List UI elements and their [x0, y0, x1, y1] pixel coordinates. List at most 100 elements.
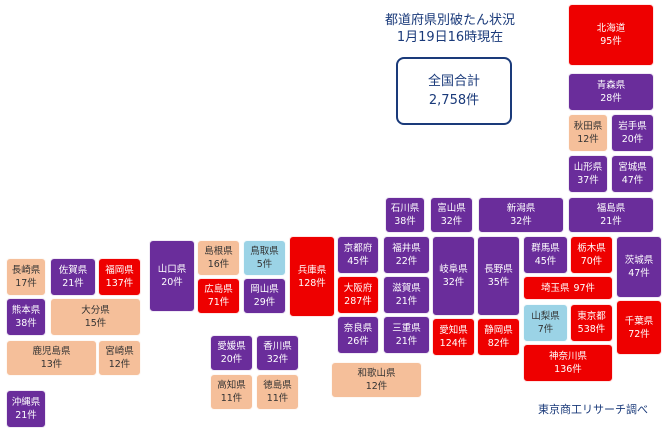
prefecture-count: 12件: [365, 381, 388, 392]
prefecture-shiga: 滋賀県 21件: [383, 276, 430, 314]
prefecture-count: 26件: [347, 336, 369, 347]
prefecture-name: 北海道: [596, 23, 626, 34]
prefecture-name: 滋賀県: [392, 283, 421, 294]
prefecture-nagano: 長野県 35件: [477, 236, 520, 316]
prefecture-name: 広島県: [204, 284, 233, 295]
prefecture-akita: 秋田県 12件: [568, 114, 608, 152]
prefecture-name: 鹿児島県: [32, 346, 71, 357]
prefecture-count: 38件: [15, 318, 37, 329]
prefecture-miyagi: 宮城県 47件: [611, 155, 654, 193]
title-line-1: 都道府県別破たん状況: [384, 13, 515, 28]
prefecture-tokushima: 徳島県 11件: [256, 374, 299, 410]
prefecture-name: 千葉県: [624, 315, 654, 327]
prefecture-fukuoka: 福岡県 137件: [98, 258, 141, 296]
prefecture-name: 岡山県: [250, 284, 279, 295]
prefecture-count: 47件: [621, 175, 644, 186]
prefecture-saitama: 埼玉県 97件: [523, 276, 613, 300]
prefecture-name: 大阪府: [343, 283, 373, 294]
prefecture-niigata: 新潟県 32件: [478, 197, 564, 233]
prefecture-name: 青森県: [596, 80, 626, 91]
prefecture-name: 神奈川県: [548, 351, 587, 362]
prefecture-kumamoto: 熊本県 38件: [6, 298, 46, 336]
prefecture-count: 538件: [577, 324, 606, 335]
prefecture-tochigi: 栃木県 70件: [570, 236, 613, 274]
prefecture-shimane: 島根県 16件: [197, 240, 240, 276]
prefecture-name: 新潟県: [506, 203, 536, 214]
prefecture-kagoshima: 鹿児島県 13件: [6, 340, 97, 376]
prefecture-count: 95件: [600, 36, 622, 47]
prefecture-count: 37件: [577, 175, 599, 186]
prefecture-iwate: 岩手県 20件: [611, 114, 654, 152]
prefecture-yamanashi: 山梨県 7件: [523, 304, 568, 342]
prefecture-saga: 佐賀県 21件: [50, 258, 96, 296]
prefecture-fukushima: 福島県 21件: [568, 197, 654, 233]
prefecture-count: 15件: [84, 318, 107, 329]
prefecture-count: 17件: [15, 278, 37, 289]
prefecture-count: 20件: [621, 134, 644, 145]
prefecture-name: 徳島県: [263, 380, 292, 391]
prefecture-name: 秋田県: [573, 121, 603, 132]
source-note: 東京商工リサーチ調べ: [538, 403, 648, 416]
prefecture-name: 島根県: [204, 246, 233, 257]
prefecture-count: 32件: [510, 216, 532, 227]
prefecture-yamagata: 山形県 37件: [568, 155, 608, 193]
prefecture-hiroshima: 広島県 71件: [197, 278, 240, 314]
prefecture-gunma: 群馬県 45件: [523, 236, 568, 274]
prefecture-count: 137件: [105, 278, 134, 289]
prefecture-mie: 三重県 21件: [383, 316, 430, 354]
prefecture-nagasaki: 長崎県 17件: [6, 258, 46, 296]
prefecture-gifu: 岐阜県 32件: [432, 236, 475, 316]
prefecture-count: 11件: [220, 393, 243, 404]
prefecture-count: 20件: [220, 354, 243, 365]
prefecture-count: 287件: [344, 296, 372, 307]
prefecture-okayama: 岡山県 29件: [243, 278, 286, 314]
prefecture-count: 29件: [253, 297, 276, 308]
prefecture-tokyo: 東京都 538件: [570, 304, 613, 342]
prefecture-count: 11件: [266, 393, 289, 404]
prefecture-name: 愛媛県: [217, 341, 246, 352]
prefecture-count: 82件: [487, 338, 510, 349]
prefecture-count: 136件: [554, 364, 582, 375]
prefecture-count: 32件: [442, 277, 465, 288]
map-title: 都道府県別破たん状況 1月19日16時現在: [360, 12, 540, 46]
prefecture-ehime: 愛媛県 20件: [210, 335, 253, 371]
prefecture-count: 28件: [600, 93, 622, 104]
prefecture-name: 鳥取県: [250, 246, 279, 257]
prefecture-count: 32件: [266, 354, 289, 365]
prefecture-name: 三重県: [392, 323, 421, 334]
prefecture-name: 岐阜県: [439, 264, 468, 275]
prefecture-tottori: 鳥取県 5件: [243, 240, 286, 276]
prefecture-count: 20件: [161, 277, 183, 288]
prefecture-name: 福井県: [392, 243, 421, 254]
prefecture-name: 京都府: [343, 243, 373, 254]
prefecture-chiba: 千葉県 72件: [616, 300, 662, 355]
prefecture-name: 富山県: [437, 203, 466, 214]
prefecture-name: 福島県: [596, 203, 626, 214]
prefecture-name: 石川県: [390, 203, 420, 214]
prefecture-count: 5件: [256, 259, 273, 270]
prefecture-count: 21件: [600, 216, 622, 227]
prefecture-name: 群馬県: [531, 243, 560, 254]
prefecture-kagawa: 香川県 32件: [256, 335, 299, 371]
prefecture-count: 7件: [537, 324, 554, 335]
prefecture-name: 長崎県: [11, 265, 41, 276]
prefecture-name: 佐賀県: [58, 265, 88, 276]
prefecture-name: 静岡県: [484, 325, 513, 336]
prefecture-count: 71件: [207, 297, 230, 308]
prefecture-count: 13件: [40, 359, 63, 370]
prefecture-kochi: 高知県 11件: [210, 374, 253, 410]
prefecture-count: 35件: [487, 277, 510, 288]
prefecture-name: 大分県: [81, 305, 110, 316]
prefecture-shizuoka: 静岡県 82件: [477, 318, 520, 356]
prefecture-yamaguchi: 山口県 20件: [149, 240, 195, 312]
prefecture-wakayama: 和歌山県 12件: [331, 362, 422, 398]
prefecture-aichi: 愛知県 124件: [432, 318, 475, 356]
prefecture-okinawa: 沖縄県 21件: [6, 390, 46, 428]
prefecture-count: 22件: [395, 256, 418, 267]
prefecture-name: 山梨県: [531, 311, 560, 322]
prefecture-kanagawa: 神奈川県 136件: [523, 344, 613, 382]
prefecture-count: 21件: [395, 336, 418, 347]
prefecture-hyogo: 兵庫県 128件: [289, 236, 335, 317]
national-total-box: 全国合計 2,758件: [396, 57, 512, 125]
prefecture-count: 38件: [394, 216, 416, 227]
